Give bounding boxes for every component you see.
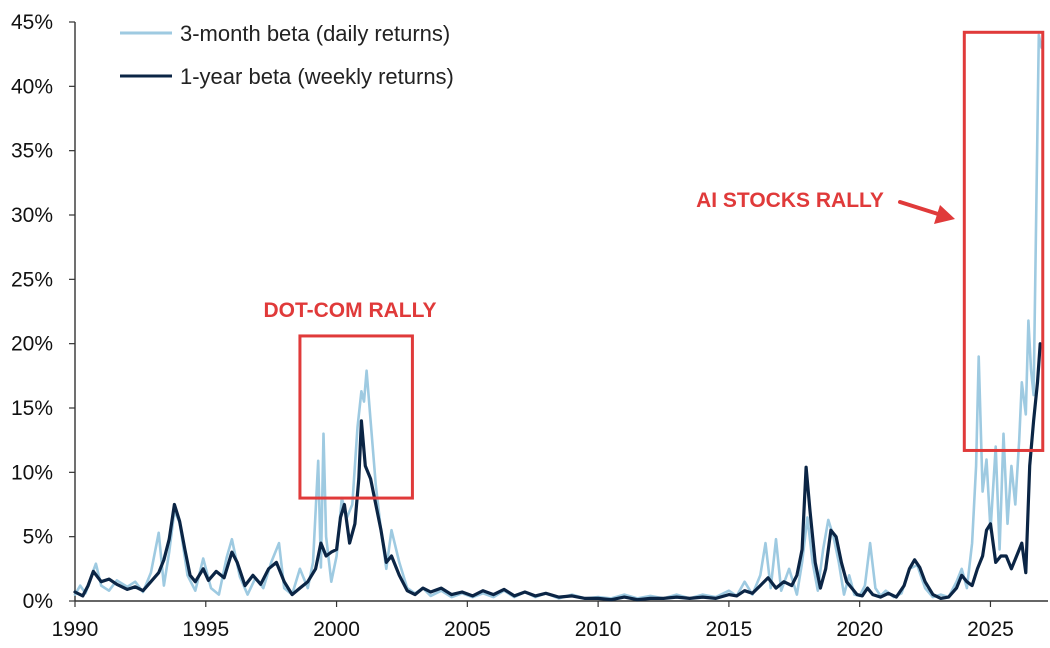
ai-highlight-box (962, 30, 1045, 452)
dotcom-rally-label: DOT-COM RALLY (263, 299, 436, 322)
ai-rally-arrow-shaft (898, 200, 940, 216)
ai-rally-arrow-head (934, 205, 955, 224)
series-line-1year-beta (73, 342, 1044, 602)
y-tick-label: 35% (11, 140, 53, 163)
x-tick-label: 1990 (52, 618, 99, 641)
y-tick-label: 5% (23, 526, 53, 549)
series-line-3month-beta (73, 33, 1043, 600)
y-tick-label: 15% (11, 397, 53, 420)
x-tick-label: 2005 (444, 618, 491, 641)
series-lines (73, 33, 1044, 602)
ai-rally-label: AI STOCKS RALLY (696, 189, 884, 212)
x-tick-label: 2000 (313, 618, 360, 641)
legend-label-1y: 1-year beta (weekly returns) (180, 64, 454, 89)
x-tick-label: 2025 (967, 618, 1014, 641)
x-tick-label: 2010 (575, 618, 622, 641)
legend-label-3m: 3-month beta (daily returns) (180, 21, 450, 46)
y-tick-label: 40% (11, 75, 53, 98)
y-tick-label: 10% (11, 461, 53, 484)
x-tick-label: 2020 (836, 618, 883, 641)
y-tick-label: 0% (23, 590, 53, 613)
y-tick-label: 45% (11, 11, 53, 34)
y-tick-label: 25% (11, 268, 53, 291)
y-tick-label: 20% (11, 333, 53, 356)
y-axis-ticks: 0% 5% 10% 15% 20% 25% 30% 35% 40% 45% (11, 11, 75, 613)
annotations: DOT-COM RALLY AI STOCKS RALLY (263, 30, 1045, 500)
x-tick-label: 1995 (182, 618, 229, 641)
dotcom-highlight-box (298, 334, 414, 500)
x-axis-ticks: 1990 1995 2000 2005 2010 2015 2020 2025 (52, 601, 1014, 641)
legend: 3-month beta (daily returns) 1-year beta… (120, 21, 454, 89)
y-tick-label: 30% (11, 204, 53, 227)
x-tick-label: 2015 (706, 618, 753, 641)
